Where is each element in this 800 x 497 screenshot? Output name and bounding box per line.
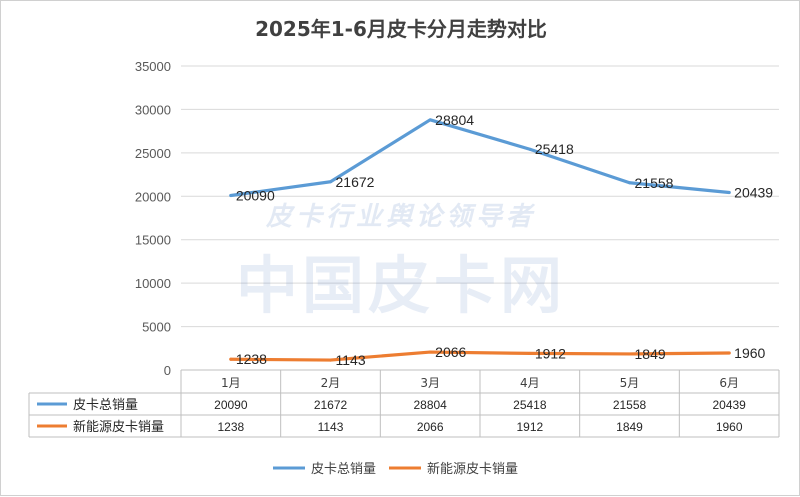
data-label: 21558 <box>635 175 674 191</box>
data-label: 1912 <box>535 345 566 361</box>
data-point <box>628 352 631 356</box>
table-cell: 25418 <box>513 398 547 412</box>
data-label: 20090 <box>236 188 275 204</box>
table-cell: 2066 <box>417 420 444 434</box>
x-category-label: 4月 <box>520 376 540 390</box>
data-label: 25418 <box>535 141 574 157</box>
series-line <box>229 118 731 198</box>
data-point <box>329 358 332 362</box>
legend-label: 新能源皮卡销量 <box>427 461 518 477</box>
data-point <box>727 190 731 194</box>
x-category-label: 5月 <box>620 376 640 390</box>
data-point <box>329 180 332 184</box>
table-cell: 1960 <box>716 420 743 434</box>
x-category-label: 6月 <box>719 376 739 390</box>
chart-title: 2025年1-6月皮卡分月走势对比 <box>255 17 547 41</box>
y-tick-label: 15000 <box>135 233 171 248</box>
data-point <box>428 118 432 122</box>
series-line <box>229 350 731 362</box>
data-label: 1960 <box>734 345 765 361</box>
table-cell: 21558 <box>613 398 647 412</box>
y-tick-label: 10000 <box>135 276 171 291</box>
x-category-label: 3月 <box>420 376 440 390</box>
data-label: 1143 <box>336 352 366 368</box>
x-category-label: 1月 <box>221 376 241 390</box>
table-cell: 20439 <box>712 398 746 412</box>
table-cell: 1238 <box>217 420 244 434</box>
y-tick-label: 20000 <box>135 189 171 204</box>
data-point <box>528 147 532 151</box>
data-label: 1238 <box>236 351 267 367</box>
data-label: 1849 <box>635 346 666 362</box>
table-cell: 20090 <box>214 398 248 412</box>
y-tick-label: 5000 <box>142 320 171 335</box>
legend-label: 皮卡总销量 <box>311 462 376 477</box>
table-cell: 28804 <box>413 398 447 412</box>
table-cell: 1143 <box>318 420 344 434</box>
data-label: 20439 <box>734 184 773 200</box>
table-cell: 1849 <box>616 420 643 434</box>
table-row-name: 新能源皮卡销量 <box>73 419 164 435</box>
data-point <box>428 350 432 354</box>
watermark-slogan: 皮卡行业舆论领导者 <box>265 202 536 232</box>
data-label: 28804 <box>435 112 474 128</box>
table-row-name: 皮卡总销量 <box>73 398 138 413</box>
data-label: 2066 <box>435 344 466 360</box>
table-cell: 21672 <box>314 398 348 412</box>
data-point <box>628 181 631 185</box>
table-cell: 1912 <box>516 420 543 434</box>
watermark-logo-text: 中国皮卡网 <box>236 249 566 322</box>
data-point <box>528 351 532 355</box>
data-point <box>727 351 731 355</box>
x-category-label: 2月 <box>321 376 341 390</box>
y-tick-label: 25000 <box>135 146 171 161</box>
y-tick-label: 30000 <box>135 102 171 117</box>
data-point <box>229 357 233 361</box>
data-label: 21672 <box>336 174 375 190</box>
y-tick-label: 0 <box>164 363 171 378</box>
data-point <box>229 194 233 198</box>
y-tick-label: 35000 <box>135 59 171 74</box>
